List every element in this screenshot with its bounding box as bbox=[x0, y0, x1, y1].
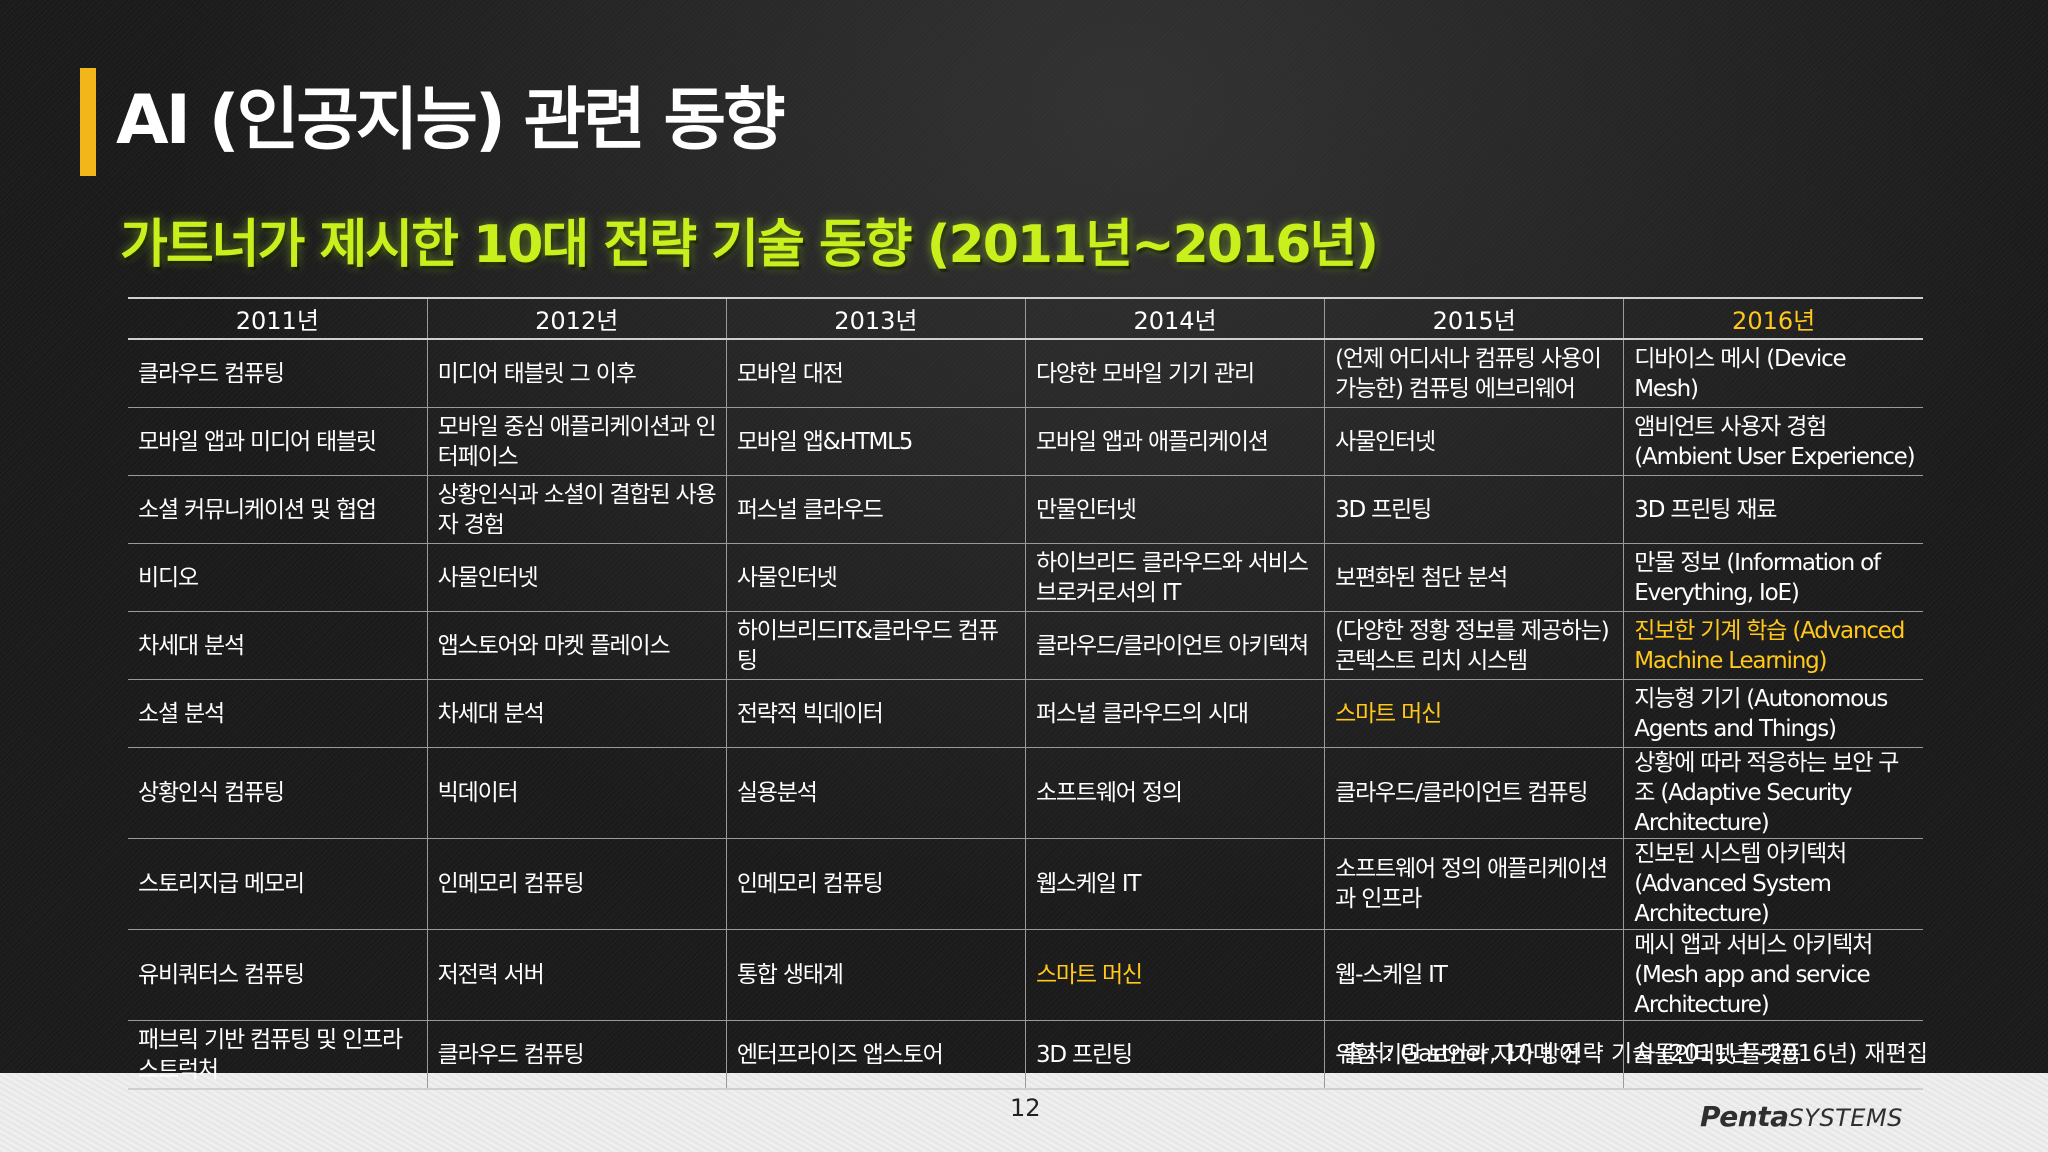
page-title: AI (인공지능) 관련 동향 bbox=[116, 81, 786, 160]
table-cell: 인메모리 컴퓨팅 bbox=[426, 838, 727, 930]
table-cell: 상황에 따라 적응하는 보안 구조 (Adaptive Security Arc… bbox=[1623, 747, 1923, 839]
table-cell: 저전력 서버 bbox=[426, 929, 727, 1021]
logo-suffix: SYSTEMS bbox=[1788, 1104, 1903, 1132]
table-row: 소셜 분석 차세대 분석 전략적 빅데이터 퍼스널 클라우드의 시대 스마트 머신 지능형… bbox=[128, 679, 1923, 748]
table-cell: (언제 어디서나 컴퓨팅 사용이 가능한) 컴퓨팅 에브리웨어 bbox=[1324, 338, 1625, 408]
table-cell: 인메모리 컴퓨팅 bbox=[725, 838, 1026, 930]
table-cell: 전략적 빅데이터 bbox=[725, 679, 1026, 748]
column-header-2016: 2016년 bbox=[1623, 297, 1923, 340]
table-cell: 3D 프린팅 재료 bbox=[1623, 475, 1923, 544]
table-cell: 3D 프린팅 bbox=[1024, 1020, 1326, 1090]
table-cell: 클라우드/클라이언트 컴퓨팅 bbox=[1324, 747, 1625, 839]
table-row: 유비쿼터스 컴퓨팅 저전력 서버 통합 생태계 스마트 머신 웹-스케일 IT 메시 앱과… bbox=[128, 929, 1923, 1021]
table-row: 스토리지급 메모리 인메모리 컴퓨팅 인메모리 컴퓨팅 웹스케일 IT 소프트웨어 정의… bbox=[128, 838, 1923, 930]
table-cell: 비디오 bbox=[128, 543, 428, 612]
table-cell: 모바일 앱과 미디어 태블릿 bbox=[128, 407, 428, 476]
column-header-2014: 2014년 bbox=[1024, 297, 1326, 340]
table-cell: 다양한 모바일 기기 관리 bbox=[1024, 338, 1326, 408]
table-header-row: 2011년 2012년 2013년 2014년 2015년 2016년 bbox=[128, 297, 1923, 340]
table-cell: 진보한 기계 학습 (Advanced Machine Learning) bbox=[1623, 611, 1923, 680]
strategy-trend-table: 2011년 2012년 2013년 2014년 2015년 2016년 클라우드… bbox=[128, 297, 1923, 1090]
table-cell: 클라우드 컴퓨팅 bbox=[128, 338, 428, 408]
table-row: 클라우드 컴퓨팅 미디어 태블릿 그 이후 모바일 대전 다양한 모바일 기기 관리(… bbox=[128, 338, 1923, 408]
table-row: 패브릭 기반 컴퓨팅 및 인프라스트럭처 클라우드 컴퓨팅 엔터프라이즈 앱스토어 3… bbox=[128, 1020, 1923, 1090]
table-cell: 소셜 분석 bbox=[128, 679, 428, 748]
table-row: 비디오 사물인터넷 사물인터넷 하이브리드 클라우드와 서비스 브로커로서의 IT 보편… bbox=[128, 543, 1923, 612]
table-cell: 사물인터넷 플랫폼 bbox=[1623, 1020, 1923, 1090]
table-cell: 사물인터넷 bbox=[1324, 407, 1625, 476]
table-cell: 디바이스 메시 (Device Mesh) bbox=[1623, 338, 1923, 408]
table-cell: 지능형 기기 (Autonomous Agents and Things) bbox=[1623, 679, 1923, 748]
table-cell: 앱스토어와 마켓 플레이스 bbox=[426, 611, 727, 680]
table-cell: 소셜 커뮤니케이션 및 협업 bbox=[128, 475, 428, 544]
table-row: 소셜 커뮤니케이션 및 협업 상황인식과 소셜이 결합된 사용자 경험 퍼스널 클라… bbox=[128, 475, 1923, 544]
table-cell: 웹-스케일 IT bbox=[1324, 929, 1625, 1021]
table-cell: (다양한 정황 정보를 제공하는) 콘텍스트 리치 시스템 bbox=[1324, 611, 1625, 680]
table-cell: 스마트 머신 bbox=[1024, 929, 1326, 1021]
table-cell: 하이브리드 클라우드와 서비스 브로커로서의 IT bbox=[1024, 543, 1326, 612]
table-cell: 메시 앱과 서비스 아키텍처 (Mesh app and service Arc… bbox=[1623, 929, 1923, 1021]
table-cell: 실용분석 bbox=[725, 747, 1026, 839]
table-row: 상황인식 컴퓨팅 빅데이터 실용분석 소프트웨어 정의 클라우드/클라이언트 컴퓨팅 상황… bbox=[128, 747, 1923, 839]
table-cell: 하이브리드IT&클라우드 컴퓨팅 bbox=[725, 611, 1026, 680]
table-cell: 모바일 앱과 애플리케이션 bbox=[1024, 407, 1326, 476]
logo-brand: Penta bbox=[1700, 1100, 1789, 1133]
table-cell: 상황인식 컴퓨팅 bbox=[128, 747, 428, 839]
column-header-2013: 2013년 bbox=[725, 297, 1026, 340]
table-cell: 소프트웨어 정의 애플리케이션과 인프라 bbox=[1324, 838, 1625, 930]
table-cell: 위험 기반 보안과 자가 방어 bbox=[1324, 1020, 1625, 1090]
column-header-2015: 2015년 bbox=[1324, 297, 1625, 340]
table-cell: 만물인터넷 bbox=[1024, 475, 1326, 544]
source-note: 출처: Gartner, 10대 전략 기술 (2011년~2016년) 재편집 bbox=[1343, 1041, 1928, 1067]
table-row: 차세대 분석 앱스토어와 마켓 플레이스 하이브리드IT&클라우드 컴퓨팅 클라우드/… bbox=[128, 611, 1923, 680]
table-cell: 스마트 머신 bbox=[1324, 679, 1625, 748]
table-cell: 진보된 시스템 아키텍처 (Advanced System Architectu… bbox=[1623, 838, 1923, 930]
column-header-2012: 2012년 bbox=[426, 297, 727, 340]
table-cell: 유비쿼터스 컴퓨팅 bbox=[128, 929, 428, 1021]
table-cell: 차세대 분석 bbox=[128, 611, 428, 680]
table-cell: 빅데이터 bbox=[426, 747, 727, 839]
table-cell: 웹스케일 IT bbox=[1024, 838, 1326, 930]
table-cell: 스토리지급 메모리 bbox=[128, 838, 428, 930]
table-cell: 차세대 분석 bbox=[426, 679, 727, 748]
table-cell: 모바일 앱&HTML5 bbox=[725, 407, 1026, 476]
company-logo: PentaSYSTEMS bbox=[1700, 1100, 1903, 1133]
column-header-2011: 2011년 bbox=[128, 297, 428, 340]
table-cell: 통합 생태계 bbox=[725, 929, 1026, 1021]
table-cell: 사물인터넷 bbox=[725, 543, 1026, 612]
table-row: 모바일 앱과 미디어 태블릿 모바일 중심 애플리케이션과 인터페이스 모바일 앱&… bbox=[128, 407, 1923, 476]
table-cell: 보편화된 첨단 분석 bbox=[1324, 543, 1625, 612]
table-cell: 사물인터넷 bbox=[426, 543, 727, 612]
page-number: 12 bbox=[1010, 1094, 1041, 1122]
table-cell: 모바일 중심 애플리케이션과 인터페이스 bbox=[426, 407, 727, 476]
table-cell: 만물 정보 (Information of Everything, IoE) bbox=[1623, 543, 1923, 612]
table-cell: 미디어 태블릿 그 이후 bbox=[426, 338, 727, 408]
title-accent-bar bbox=[80, 68, 96, 176]
table-cell: 클라우드/클라이언트 아키텍쳐 bbox=[1024, 611, 1326, 680]
table-cell: 상황인식과 소셜이 결합된 사용자 경험 bbox=[426, 475, 727, 544]
table-cell: 퍼스널 클라우드 bbox=[725, 475, 1026, 544]
table-cell: 소프트웨어 정의 bbox=[1024, 747, 1326, 839]
table-cell: 패브릭 기반 컴퓨팅 및 인프라스트럭처 bbox=[128, 1020, 428, 1090]
table-cell: 퍼스널 클라우드의 시대 bbox=[1024, 679, 1326, 748]
table-cell: 모바일 대전 bbox=[725, 338, 1026, 408]
table-cell: 3D 프린팅 bbox=[1324, 475, 1625, 544]
table-cell: 클라우드 컴퓨팅 bbox=[426, 1020, 727, 1090]
table-cell: 엔터프라이즈 앱스토어 bbox=[725, 1020, 1026, 1090]
page-subtitle: 가트너가 제시한 10대 전략 기술 동향 (2011년~2016년) bbox=[120, 215, 1379, 275]
table-cell: 앰비언트 사용자 경험 (Ambient User Experience) bbox=[1623, 407, 1923, 476]
